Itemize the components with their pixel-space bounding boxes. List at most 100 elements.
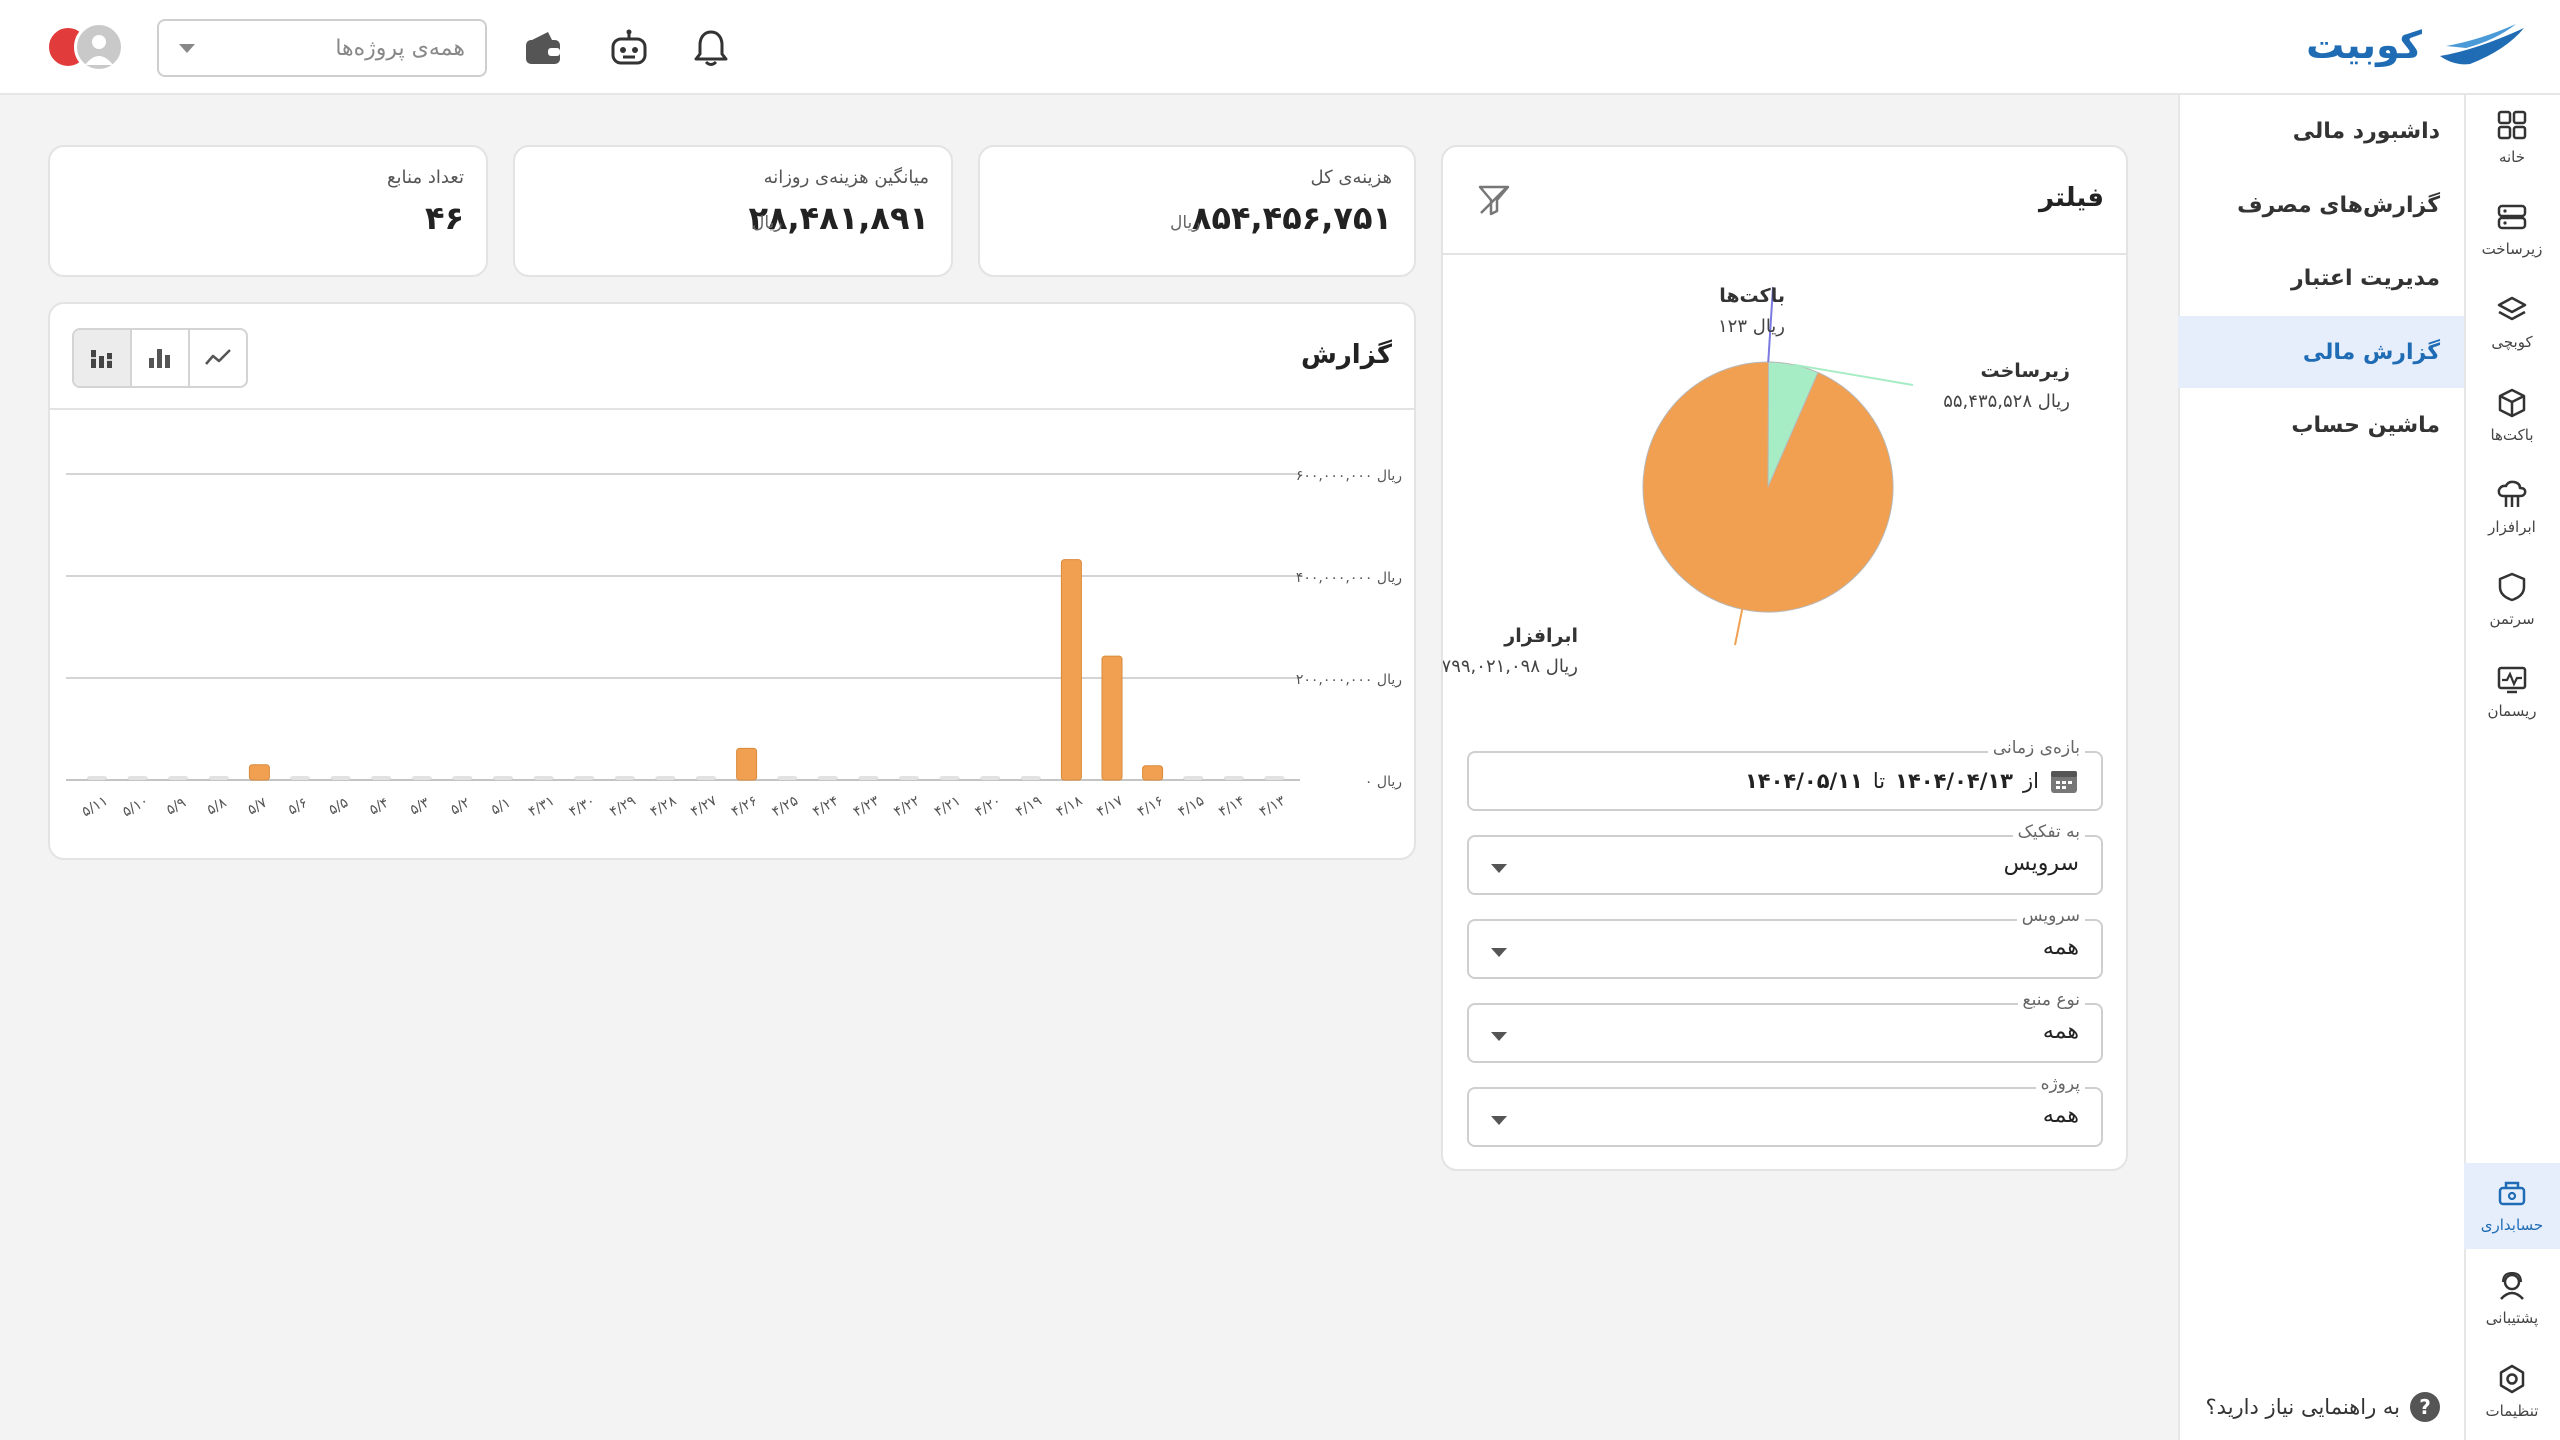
cube-icon — [2498, 388, 2526, 418]
chevron-down-icon — [1491, 948, 1507, 957]
bar — [493, 776, 513, 780]
x-tick-label: ۵/۴ — [367, 795, 392, 819]
submenu-item-financial-dashboard[interactable]: داشبورد مالی — [2292, 118, 2440, 144]
rail-item-risman[interactable]: ریسمان — [2464, 650, 2560, 736]
project-filter-select[interactable]: پروژه همه — [1467, 1074, 2103, 1147]
icon-rail: خانه زیرساخت کوبچی باکت‌ها ابرافزار سرتم… — [2464, 95, 2560, 1440]
submenu-item-credit-management[interactable]: مدیریت اعتبار — [2291, 265, 2440, 291]
pie-label-name: باکت‌ها — [1719, 285, 1785, 307]
bar — [290, 776, 310, 780]
bar — [371, 776, 392, 780]
rail-item-label: باکت‌ها — [2490, 426, 2534, 444]
stacked-bar-icon — [91, 350, 112, 368]
bar — [574, 776, 595, 780]
top-header: کوبیت همه‌ی پروژه‌ها — [0, 0, 2560, 95]
rail-item-accounting[interactable]: حسابداری — [2464, 1163, 2560, 1249]
field-label: نوع منبع — [2017, 990, 2085, 1010]
notification-bell-icon[interactable] — [689, 26, 733, 70]
clear-filter-icon[interactable] — [1477, 183, 1511, 217]
report-title: گزارش — [1300, 340, 1392, 370]
avatar — [74, 22, 124, 72]
x-tick-label: ۵/۱۰ — [120, 793, 152, 820]
help-link[interactable]: ? به راهنمایی نیاز دارید؟ — [2206, 1392, 2440, 1422]
bar — [696, 776, 716, 780]
rail-item-label: ریسمان — [2487, 702, 2537, 720]
project-select[interactable]: همه‌ی پروژه‌ها — [157, 19, 487, 77]
pie-chart: باکت‌ها ۱۲۳ ریال زیرساخت ۵۵,۴۳۵,۵۲۸ ریال ابر… — [1443, 285, 2070, 677]
x-tick-label: ۵/۵ — [326, 795, 351, 819]
monitor-icon — [2497, 666, 2527, 694]
breakdown-select[interactable]: به تفکیک سرویس — [1467, 822, 2103, 895]
stat-value: ۴۶ — [424, 199, 464, 237]
pie-leader-line — [1793, 363, 1914, 386]
stacked-bar-chart-button[interactable] — [74, 330, 132, 386]
rail-item-support[interactable]: پشتیبانی — [2464, 1256, 2560, 1342]
x-tick-label: ۴/۲۰ — [972, 793, 1004, 820]
rail-item-label: سرتمن — [2489, 610, 2535, 628]
settings-icon — [2499, 1364, 2525, 1394]
field-value: سرویس — [2003, 851, 2079, 876]
bar-chart-button[interactable] — [132, 330, 190, 386]
bar-chart-icon — [149, 349, 170, 368]
field-label: بازه‌ی زمانی — [1987, 738, 2085, 758]
x-tick-label: ۴/۱۵ — [1175, 793, 1207, 820]
rail-item-cloud-app[interactable]: ابرافزار — [2464, 465, 2560, 551]
submenu-item-usage-reports[interactable]: گزارش‌های مصرف — [2237, 192, 2440, 218]
submenu-item-financial-report[interactable]: گزارش مالی — [2178, 316, 2464, 388]
bar — [533, 776, 554, 780]
x-tick-label: ۵/۷ — [245, 794, 271, 818]
filter-card: فیلتر باکت‌ها ۱۲۳ ریال زیرساخت ۵۵,۴۳۵,۵۲۸ ر… — [1441, 145, 2128, 1171]
field-label: پروژه — [2035, 1074, 2085, 1094]
bar — [168, 776, 189, 780]
field-value: همه — [2042, 1103, 2079, 1128]
date-range-value: از ۱۴۰۴/۰۴/۱۳ تا ۱۴۰۴/۰۵/۱۱ — [1745, 767, 2079, 795]
y-tick-label: ۶۰۰,۰۰۰,۰۰۰ ریال — [1296, 468, 1402, 484]
line-chart-button[interactable] — [190, 330, 246, 386]
user-menu[interactable] — [46, 22, 126, 72]
bar — [248, 764, 270, 781]
calendar-icon — [2051, 771, 2077, 793]
robot-assistant-icon[interactable] — [607, 26, 651, 70]
project-select-placeholder: همه‌ی پروژه‌ها — [335, 35, 465, 61]
chevron-down-icon — [1491, 1032, 1507, 1041]
rail-item-settings[interactable]: تنظیمات — [2464, 1349, 2560, 1435]
wallet-icon[interactable] — [521, 26, 565, 70]
x-tick-label: ۴/۱۸ — [1054, 793, 1086, 821]
bar — [127, 776, 148, 780]
help-icon: ? — [2410, 1392, 2440, 1422]
stat-card-total-cost: هزینه‌ی کل ۸۵۴,۴۵۶,۷۵۱ ریال — [978, 145, 1416, 277]
accounting-submenu: داشبورد مالی گزارش‌های مصرف مدیریت اعتبا… — [2178, 95, 2464, 1440]
service-select[interactable]: سرویس همه — [1467, 906, 2103, 979]
stat-unit: ریال — [752, 213, 783, 233]
resource-type-select[interactable]: نوع منبع همه — [1467, 990, 2103, 1063]
pie-label-value: ۵۵,۴۳۵,۵۲۸ ریال — [1943, 391, 2070, 412]
bar — [411, 776, 432, 780]
x-tick-label: ۴/۲۴ — [810, 793, 842, 820]
line-chart-icon — [205, 349, 231, 365]
date-range-field[interactable]: بازه‌ی زمانی از ۱۴۰۴/۰۴/۱۳ تا ۱۴۰۴/۰۵/۱۱ — [1467, 738, 2103, 811]
bar — [1223, 776, 1244, 780]
x-tick-label: ۴/۱۶ — [1135, 793, 1167, 820]
bar — [899, 776, 919, 780]
rail-item-home[interactable]: خانه — [2464, 95, 2560, 181]
rail-item-kubchi[interactable]: کوبچی — [2464, 280, 2560, 366]
rail-item-infrastructure[interactable]: زیرساخت — [2464, 187, 2560, 273]
submenu-item-calculator[interactable]: ماشین حساب — [2291, 412, 2440, 438]
bar-chart: ۰ ریال ۲۰۰,۰۰۰,۰۰۰ ریال ۴۰۰,۰۰۰,۰۰۰ ریال ۶۰… — [66, 468, 1402, 821]
rail-item-label: تنظیمات — [2485, 1402, 2539, 1420]
rail-item-buckets[interactable]: باکت‌ها — [2464, 373, 2560, 459]
logo[interactable]: کوبیت — [2306, 20, 2528, 70]
chevron-down-icon — [1491, 864, 1507, 873]
server-icon — [2497, 204, 2527, 230]
bar — [655, 776, 676, 780]
rail-item-label: ابرافزار — [2488, 518, 2536, 536]
pie-leader-line — [1734, 609, 1744, 646]
bar — [614, 776, 635, 780]
rail-item-sertaman[interactable]: سرتمن — [2464, 557, 2560, 643]
pie-label-value: ۱۲۳ ریال — [1718, 316, 1785, 337]
x-tick-label: ۵/۲ — [448, 795, 473, 819]
bar — [452, 776, 473, 780]
cloud-app-icon — [2497, 480, 2527, 507]
y-tick-label: ۲۰۰,۰۰۰,۰۰۰ ریال — [1296, 672, 1402, 688]
x-tick-label: ۴/۲۷ — [688, 793, 720, 821]
